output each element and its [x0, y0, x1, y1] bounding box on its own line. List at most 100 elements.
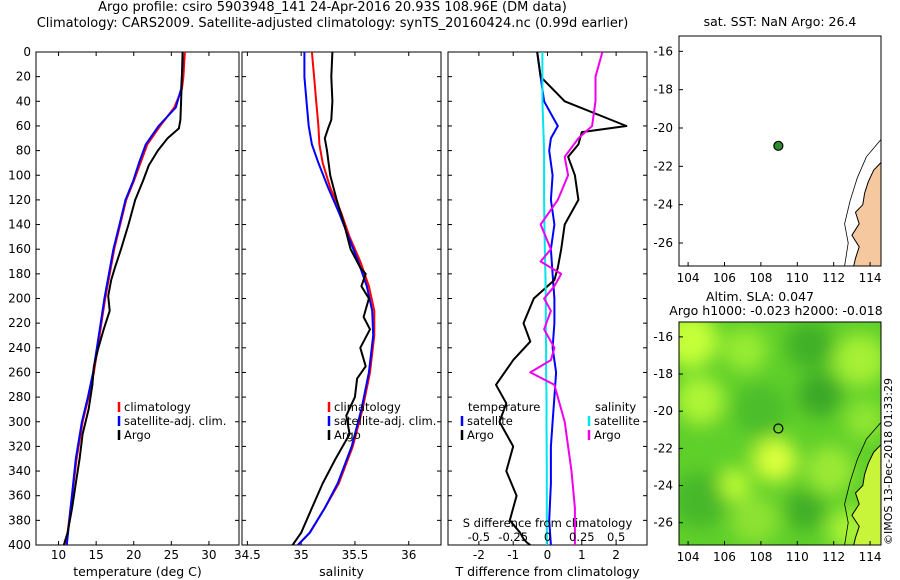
difference-series-salinity-argo	[529, 52, 604, 545]
temperature-legend-label: Argo	[124, 428, 151, 442]
title-line-1: Argo profile: csiro 5903948_141 24-Apr-2…	[98, 0, 567, 15]
difference-s-tick-label: 0	[544, 530, 551, 544]
difference-xtick-label: 2	[612, 548, 620, 562]
sla-anomaly-blob	[731, 496, 779, 544]
sla_map-ytick-label: -26	[653, 516, 673, 530]
sst_map-float-marker	[773, 140, 784, 151]
temperature-plot-frame	[35, 51, 240, 546]
temperature-panel: 0 20 40 60 80 100 120 140 160 180 200 220 240 260 280 3…	[8, 45, 240, 579]
difference-panel: -2 -1 0 1 2 T difference from climatology S di…	[447, 51, 648, 579]
salinity-legend-label: satellite-adj. clim.	[334, 414, 436, 428]
temperature-xtick-label: 10	[51, 548, 66, 562]
sst_map-ytick-label: -26	[653, 236, 673, 250]
sla-anomaly-blob	[694, 419, 746, 471]
sla_map-shelf-contour	[844, 422, 881, 545]
difference-xtick-label: -1	[507, 548, 519, 562]
sla_map-ytick-label: -20	[653, 404, 673, 418]
figure-title: Argo profile: csiro 5903948_141 24-Apr-2…	[0, 0, 665, 32]
sst_map-ytick-label: -24	[653, 198, 673, 212]
sst_map-xtick-label: 114	[859, 271, 882, 285]
sla-anomaly-blob	[798, 373, 842, 417]
temperature-series-group	[62, 52, 186, 545]
sla-anomaly-blob	[785, 490, 825, 530]
salinity-plot-frame	[241, 51, 442, 546]
sla_map-ytick-label: -16	[653, 330, 673, 344]
title-line-2: Climatology: CARS2009. Satellite-adjuste…	[36, 16, 629, 31]
sst_map-land	[851, 161, 881, 266]
sst_map-ytick-label: -20	[653, 121, 673, 135]
difference-series-temperature-satellite	[536, 52, 559, 545]
sla-anomaly-blob	[845, 400, 881, 440]
depth-tick-label: 260	[8, 365, 31, 379]
sla_map-ytick-label: -18	[653, 367, 673, 381]
difference-legend-salinity-title: salinity	[595, 400, 636, 414]
sla_map-xtick-label: 112	[822, 550, 845, 564]
temperature-xlabel: temperature (deg C)	[73, 564, 202, 579]
imos-credit-text: ©IMOS 13-Dec-2018 01:33:29	[882, 378, 895, 545]
salinity-legend-label: Argo	[334, 428, 361, 442]
sla-anomaly-blob	[679, 322, 718, 368]
sst_map-ytick-label: -18	[653, 83, 673, 97]
difference-xtick-label: -2	[473, 548, 485, 562]
salinity-series-argo	[291, 52, 371, 545]
sla-anomaly-blob	[753, 438, 797, 482]
depth-tick-label: 400	[8, 538, 31, 552]
salinity-xlabel: salinity	[319, 564, 364, 579]
difference-legend-label: Argo	[467, 428, 494, 442]
depth-tick-label: 280	[8, 390, 31, 404]
temperature-xtick-label: 25	[164, 548, 179, 562]
salinity-xtick-label: 34.5	[234, 548, 261, 562]
temperature-series-argo	[62, 52, 184, 545]
salinity-series-satellite-adj-clim-	[297, 52, 375, 545]
depth-tick-label: 40	[16, 94, 31, 108]
sla-anomaly-blob	[734, 384, 786, 436]
depth-tick-label: 180	[8, 267, 31, 281]
depth-tick-label: 80	[16, 144, 31, 158]
temperature-xtick-label: 15	[89, 548, 104, 562]
salinity-xtick-label: 36	[401, 548, 416, 562]
difference-series-group	[495, 52, 628, 545]
depth-tick-label: 100	[8, 168, 31, 182]
sst_map-xtick-label: 106	[713, 271, 736, 285]
depth-tick-label: 340	[8, 464, 31, 478]
difference-xlabel: T difference from climatology	[454, 564, 640, 579]
sla_map-frame	[678, 321, 882, 546]
sst_map-xtick-label: 110	[786, 271, 809, 285]
depth-tick-label: 300	[8, 415, 31, 429]
depth-tick-label: 200	[8, 292, 31, 306]
difference-s-tick-label: 0.5	[607, 530, 625, 544]
sst-background	[679, 36, 881, 266]
depth-tick-label: 380	[8, 513, 31, 527]
sla_map-xtick-label: 114	[859, 550, 882, 564]
difference-legend-label: satellite	[467, 414, 513, 428]
sst_map-xtick-label: 104	[677, 271, 700, 285]
sst_map-ytick-label: -22	[653, 159, 673, 173]
temperature-legend-label: climatology	[124, 400, 191, 414]
sst_map-frame	[678, 35, 882, 267]
depth-tick-label: 120	[8, 193, 31, 207]
imos-credit: ©IMOS 13-Dec-2018 01:33:29	[882, 335, 895, 545]
sst-map-panel: 104 106 108 110 112 114 -16 -18 -20 -22 -24 -26 sat.…	[653, 14, 881, 285]
difference-xtick-label: 1	[578, 548, 586, 562]
depth-tick-label: 60	[16, 119, 31, 133]
sla-anomaly-blob	[679, 376, 724, 424]
depth-tick-label: 0	[23, 45, 31, 59]
sla_map-ytick-label: -24	[653, 479, 673, 493]
sla_map-xtick-label: 104	[677, 550, 700, 564]
sla_map-xtick-label: 110	[786, 550, 809, 564]
sst_map-xtick-label: 108	[749, 271, 772, 285]
sla-field	[679, 322, 881, 545]
temperature-legend-label: satellite-adj. clim.	[124, 414, 226, 428]
sla-anomaly-blob	[723, 328, 767, 372]
sla-map-title: Altim. SLA: 0.047	[706, 289, 814, 304]
sla_map-land	[851, 443, 881, 545]
temperature-xtick-label: 30	[201, 548, 216, 562]
depth-tick-label: 20	[16, 70, 31, 84]
sla-map-panel: 104 106 108 110 112 114 -16 -18 -20 -22 -24 -26 Alti…	[653, 289, 882, 564]
sla_map-xtick-label: 106	[713, 550, 736, 564]
sst_map-shelf-contour	[844, 139, 881, 266]
depth-tick-label: 320	[8, 439, 31, 453]
difference-legend-temperature-title: temperature	[468, 400, 540, 414]
temperature-xtick-label: 20	[126, 548, 141, 562]
